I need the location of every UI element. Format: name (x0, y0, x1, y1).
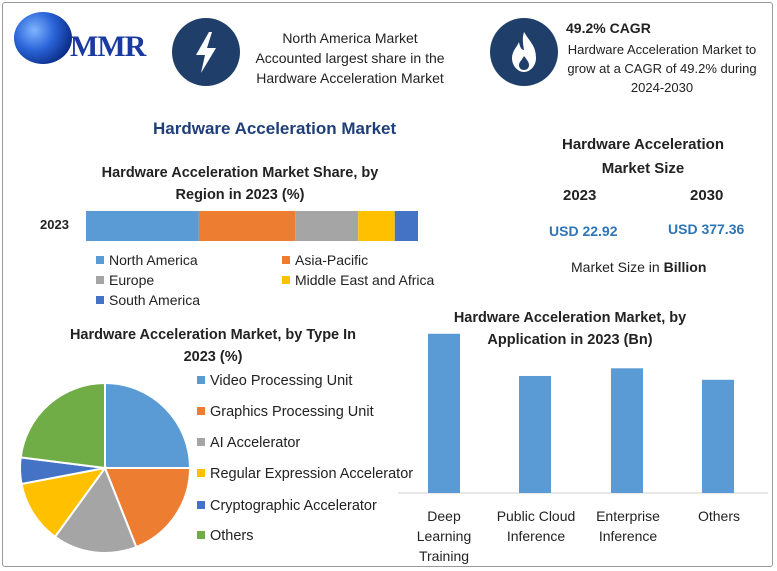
type-pie-chart (19, 381, 192, 554)
legend-swatch (197, 531, 205, 540)
legend-graphics-processing-unit: Graphics Processing Unit (197, 404, 374, 420)
label-line: Others (697, 508, 740, 524)
legend-europe: Europe (96, 272, 154, 288)
legend-label: Middle East and Africa (295, 272, 435, 288)
note-line: North America Market (282, 30, 418, 46)
app-bar-enterprise-inference (611, 368, 643, 493)
region-bar-segment-asia-pacific (198, 211, 296, 241)
app-label-enterprise-inference: Enterprise Inference (582, 506, 674, 546)
legend-label: Asia-Pacific (295, 252, 369, 268)
market-size-title: Hardware Acceleration Market Size (545, 133, 741, 181)
note-line: Hardware Acceleration Market (256, 70, 444, 86)
app-label-others: Others (680, 506, 758, 526)
globe-logo-icon (14, 12, 72, 64)
legend-swatch (197, 376, 205, 385)
legend-label: Cryptographic Accelerator (210, 498, 377, 514)
cagr-title: 49.2% CAGR (566, 20, 651, 36)
market-size-unit-note: Market Size in Billion (571, 259, 706, 275)
application-chart-title: Hardware Acceleration Market, by Applica… (420, 307, 720, 351)
legend-swatch (197, 469, 205, 478)
app-bar-public-cloud-inference (519, 375, 551, 493)
legend-video-processing-unit: Video Processing Unit (197, 373, 352, 389)
market-size-year-2030: 2030 (690, 187, 724, 204)
market-size-value-2030: USD 377.36 (668, 221, 745, 237)
pie-slice-regular-expression-accelerator (20, 466, 108, 539)
legend-swatch (96, 276, 104, 285)
legend-label: Graphics Processing Unit (210, 404, 374, 420)
legend-swatch (197, 438, 205, 447)
logo-text: MMR (70, 30, 146, 63)
pie-slice-ai-accelerator (53, 465, 138, 554)
legend-swatch (197, 407, 205, 416)
note-line: Hardware Acceleration Market to (567, 42, 757, 57)
region-chart-title: Hardware Acceleration Market Share, by R… (70, 162, 410, 206)
legend-south-america: South America (96, 292, 200, 308)
app-label-deep-learning-training: Deep Learning Training (404, 506, 484, 566)
pie-slice-graphics-processing-unit (103, 467, 192, 549)
type-chart-title: Hardware Acceleration Market, by Type In… (40, 324, 386, 368)
legend-regular-expression-accelerator: Regular Expression Accelerator (197, 466, 413, 482)
title-line: Market Size (601, 160, 685, 177)
unit-note-prefix: Market Size in (571, 259, 664, 275)
title-line: 2023 (%) (183, 349, 243, 365)
legend-middle-east-africa: Middle East and Africa (282, 272, 434, 288)
title-line: Region in 2023 (%) (175, 187, 305, 203)
title-line: Hardware Acceleration Market Share, by (101, 165, 379, 181)
cagr-note: Hardware Acceleration Market to grow at … (555, 40, 769, 97)
market-size-value-2023: USD 22.92 (549, 223, 618, 239)
legend-swatch (96, 296, 104, 305)
flame-icon (490, 18, 558, 86)
legend-label: North America (109, 252, 198, 268)
region-bar-segment-north-america (86, 211, 199, 241)
legend-label: South America (109, 292, 201, 308)
region-bar-segment-middle-east-and-africa (358, 211, 395, 241)
legend-ai-accelerator: AI Accelerator (197, 435, 300, 451)
note-line: Accounted largest share in the (255, 50, 445, 66)
label-line: Learning (416, 528, 472, 544)
application-bar-chart (398, 333, 768, 494)
legend-label: Video Processing Unit (210, 373, 353, 389)
unit-note-unit: Billion (663, 259, 707, 275)
legend-label: AI Accelerator (210, 435, 301, 451)
app-bar-deep-learning-training (428, 333, 460, 493)
label-line: Inference (506, 528, 566, 544)
legend-label: Others (210, 528, 254, 544)
note-line: grow at a CAGR of 49.2% during (567, 61, 757, 76)
label-line: Deep (427, 508, 461, 524)
region-category-label: 2023 (40, 217, 69, 232)
market-size-year-2023: 2023 (563, 187, 597, 204)
region-stacked-bar (86, 211, 418, 241)
lightning-icon (172, 18, 240, 86)
pie-slice-video-processing-unit (104, 381, 192, 469)
region-bar-segment-south-america (394, 211, 418, 241)
legend-cryptographic-accelerator: Cryptographic Accelerator (197, 498, 377, 514)
label-line: Training (418, 548, 470, 564)
legend-swatch (197, 501, 205, 510)
legend-swatch (282, 256, 290, 265)
label-line: Enterprise (596, 508, 660, 524)
title-line: Hardware Acceleration Market, by (453, 310, 687, 326)
label-line: Public Cloud (496, 508, 576, 524)
north-america-note: North America Market Accounted largest s… (240, 28, 460, 88)
legend-asia-pacific: Asia-Pacific (282, 252, 368, 268)
pie-slice-others (19, 381, 106, 470)
app-bar-others (702, 379, 734, 493)
label-line: Inference (598, 528, 658, 544)
title-line: Hardware Acceleration Market, by Type In (69, 327, 357, 343)
legend-label: Europe (109, 272, 155, 288)
note-line: 2024-2030 (630, 80, 694, 95)
title-line: Hardware Acceleration (561, 136, 724, 153)
legend-others: Others (197, 528, 254, 544)
legend-label: Regular Expression Accelerator (210, 466, 414, 482)
main-title: Hardware Acceleration Market (153, 119, 397, 138)
title-line: Application in 2023 (Bn) (487, 332, 653, 348)
region-bar-segment-europe (295, 211, 359, 241)
legend-swatch (282, 276, 290, 285)
legend-swatch (96, 256, 104, 265)
app-label-public-cloud-inference: Public Cloud Inference (486, 506, 586, 546)
legend-north-america: North America (96, 252, 198, 268)
